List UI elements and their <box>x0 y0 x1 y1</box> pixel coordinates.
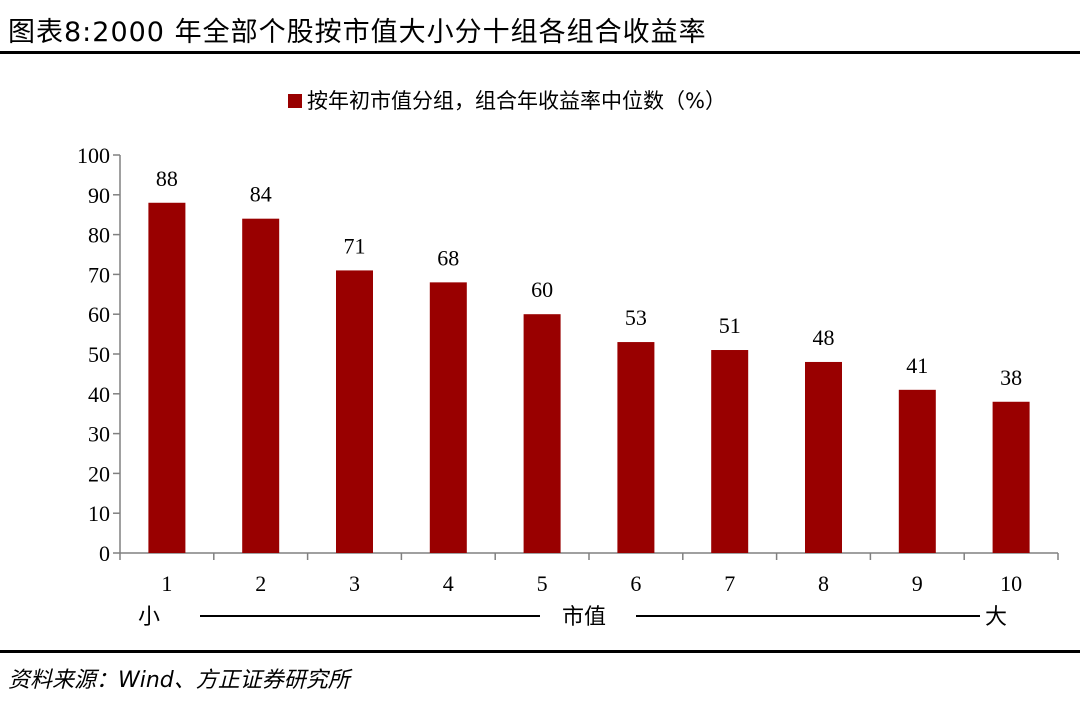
data-label: 71 <box>344 233 366 258</box>
data-label: 68 <box>437 245 459 270</box>
y-tick-label: 20 <box>88 461 110 486</box>
bar-chart: 按年初市值分组，组合年收益率中位数（%） 0102030405060708090… <box>77 89 1059 630</box>
x-tick-label: 2 <box>255 571 266 596</box>
y-tick-label: 80 <box>88 223 110 248</box>
legend-swatch <box>288 94 302 108</box>
y-tick-label: 50 <box>88 342 110 367</box>
bar <box>898 389 936 553</box>
bar <box>992 401 1030 553</box>
x-tick-label: 6 <box>630 571 641 596</box>
axis-note: 小 市值 大 <box>138 605 1007 630</box>
x-tick-label: 9 <box>912 571 923 596</box>
title-rule <box>0 51 1080 54</box>
y-tick-label: 70 <box>88 262 110 287</box>
data-label: 48 <box>813 325 835 350</box>
bars <box>148 202 1030 553</box>
x-tick-label: 7 <box>724 571 735 596</box>
legend-label: 按年初市值分组，组合年收益率中位数（%） <box>307 89 726 113</box>
bar <box>336 270 373 553</box>
data-label: 60 <box>531 277 553 302</box>
bar <box>148 202 186 553</box>
x-tick-label: 3 <box>349 571 360 596</box>
y-tick-label: 10 <box>88 501 110 526</box>
x-tick-label: 10 <box>1000 571 1022 596</box>
y-tick-label: 100 <box>77 143 110 168</box>
axis-note-small: 小 <box>138 605 160 630</box>
bar <box>617 342 655 553</box>
axis-note-large: 大 <box>985 605 1007 630</box>
legend: 按年初市值分组，组合年收益率中位数（%） <box>288 89 726 113</box>
data-label: 51 <box>719 313 741 338</box>
data-label: 84 <box>250 182 272 207</box>
x-axis: 1 2 3 4 5 6 7 8 9 10 <box>119 552 1059 596</box>
data-label: 53 <box>625 305 647 330</box>
y-tick-label: 60 <box>88 302 110 327</box>
data-label: 41 <box>906 353 928 378</box>
axis-note-market-value: 市值 <box>562 605 606 630</box>
x-tick-label: 1 <box>161 571 172 596</box>
y-tick-label: 40 <box>88 382 110 407</box>
bar <box>523 314 561 553</box>
x-tick-label: 4 <box>443 571 454 596</box>
bar <box>429 282 467 553</box>
y-axis: 0 10 20 30 40 50 60 70 80 90 100 <box>77 143 121 566</box>
bar <box>805 361 842 553</box>
data-label: 88 <box>156 166 178 191</box>
source-rule <box>0 650 1080 653</box>
data-labels: 88 84 71 68 60 53 51 48 41 38 <box>156 166 1022 390</box>
x-tick-label: 5 <box>537 571 548 596</box>
bar <box>242 218 280 553</box>
y-tick-label: 30 <box>88 422 110 447</box>
source-note: 资料来源：Wind、方正证券研究所 <box>8 668 350 693</box>
y-tick-label: 90 <box>88 183 110 208</box>
x-tick-label: 8 <box>818 571 829 596</box>
figure-title: 图表8:2000 年全部个股按市值大小分十组各组合收益率 <box>8 17 707 48</box>
data-label: 38 <box>1000 365 1022 390</box>
y-tick-label: 0 <box>99 541 110 566</box>
bar <box>711 350 749 553</box>
